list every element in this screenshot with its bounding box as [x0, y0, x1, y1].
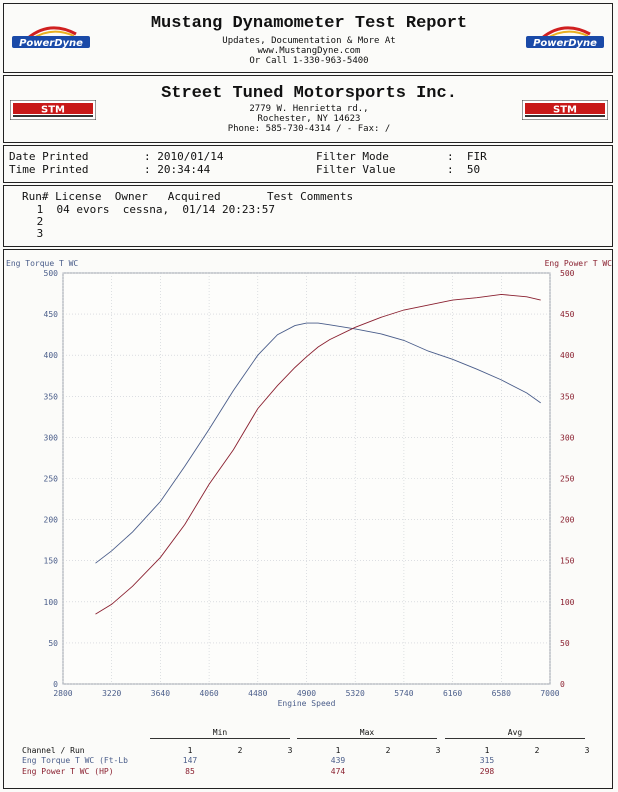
stats-run-number: 2	[237, 746, 243, 755]
report-sheet: PowerDyne PowerDyne Mustang Dynamometer …	[3, 3, 613, 789]
stats-run-number: 1	[187, 746, 193, 755]
filter-value-label: Filter Value	[316, 163, 396, 176]
y-right-tick-label: 100	[560, 598, 575, 607]
stats-value-min: 85	[185, 767, 195, 776]
y-right-tick-label: 0	[560, 680, 565, 689]
stats-run-number: 2	[385, 746, 391, 755]
stats-value-avg: 315	[479, 756, 495, 765]
run-row: 2	[30, 215, 44, 228]
stats-group-header: Min	[212, 728, 228, 737]
stats-run-number: 1	[335, 746, 341, 755]
stats-group-rule	[150, 738, 290, 739]
x-tick-label: 7000	[540, 689, 559, 698]
x-tick-label: 6160	[443, 689, 462, 698]
y-left-tick-label: 350	[44, 392, 59, 401]
y-right-tick-label: 150	[560, 557, 575, 566]
stats-run-number: 3	[435, 746, 441, 755]
stats-group-header: Avg	[507, 728, 523, 737]
runs-header: Run# License Owner Acquired Test Comment…	[22, 190, 354, 203]
filter-mode-value: : FIR	[447, 150, 487, 163]
y-left-tick-label: 200	[44, 516, 59, 525]
report-title: Mustang Dynamometer Test Report	[150, 14, 468, 33]
run-row: 1 04 evors cessna, 01/14 20:23:57	[30, 203, 276, 216]
shop-box: STM STM Street Tuned Motorsports Inc. 27…	[3, 75, 613, 143]
runs-box: Run# License Owner Acquired Test Comment…	[3, 185, 613, 247]
shop-contact: Phone: 585-730-4314 / - Fax: /	[227, 124, 391, 134]
header-line-1: Updates, Documentation & More At	[222, 36, 396, 46]
y-right-tick-label: 400	[560, 351, 575, 360]
x-tick-label: 4480	[248, 689, 267, 698]
stm-logo-left: STM	[10, 100, 96, 120]
stm-logo-right: STM	[522, 100, 608, 120]
powerdyne-logo-text: PowerDyne	[533, 38, 597, 49]
y-right-tick-label: 200	[560, 516, 575, 525]
header-line-2: www.MustangDyne.com	[257, 46, 361, 56]
x-tick-label: 6580	[492, 689, 511, 698]
y-left-axis-label: Eng Torque T WC	[6, 259, 78, 268]
run-row: 3	[30, 227, 44, 240]
chart-box	[3, 249, 613, 789]
x-tick-label: 4900	[297, 689, 316, 698]
filter-mode-label: Filter Mode	[316, 150, 389, 163]
stats-group-header: Max	[359, 728, 375, 737]
y-left-tick-label: 300	[44, 433, 59, 442]
y-right-tick-label: 500	[560, 269, 575, 278]
stats-group-rule	[297, 738, 437, 739]
y-right-tick-label: 250	[560, 475, 575, 484]
y-left-tick-label: 450	[44, 310, 59, 319]
y-right-tick-label: 350	[560, 392, 575, 401]
filter-value-value: : 50	[447, 163, 481, 176]
x-tick-label: 3640	[151, 689, 170, 698]
stats-channel-label: Eng Power T WC (HP)	[22, 767, 114, 776]
stats-group-rule	[445, 738, 585, 739]
header-line-3: Or Call 1-330-963-5400	[249, 56, 369, 66]
time-printed-value: : 20:34:44	[144, 163, 211, 176]
shop-name: Street Tuned Motorsports Inc.	[161, 84, 457, 103]
time-printed-label: Time Printed	[9, 163, 89, 176]
date-printed-label: Date Printed	[9, 150, 89, 163]
x-tick-label: 2800	[53, 689, 72, 698]
y-right-tick-label: 450	[560, 310, 575, 319]
stats-value-min: 147	[182, 756, 198, 765]
y-left-tick-label: 500	[44, 269, 59, 278]
y-left-tick-label: 0	[53, 680, 58, 689]
shop-address-1: 2779 W. Henrietta rd.,	[249, 104, 369, 114]
stats-run-number: 3	[584, 746, 590, 755]
series-line-power	[95, 293, 541, 615]
y-left-tick-label: 50	[48, 639, 58, 648]
x-tick-label: 4060	[199, 689, 218, 698]
x-tick-label: 5740	[394, 689, 413, 698]
y-left-tick-label: 150	[44, 557, 59, 566]
stats-value-avg: 298	[479, 767, 495, 776]
stm-logo-text: STM	[41, 105, 65, 116]
stats-channel-header: Channel / Run	[22, 746, 85, 755]
stats-run-number: 3	[287, 746, 293, 755]
date-printed-value: : 2010/01/14	[144, 150, 224, 163]
powerdyne-logo-left: PowerDyne	[12, 26, 90, 49]
stats-value-max: 474	[330, 767, 346, 776]
x-tick-label: 3220	[102, 689, 121, 698]
y-right-tick-label: 300	[560, 433, 575, 442]
x-axis-label: Engine Speed	[278, 699, 336, 708]
stm-logo-text: STM	[553, 105, 577, 116]
print-info-box: Date Printed : 2010/01/14 Time Printed :…	[3, 145, 613, 183]
y-left-tick-label: 250	[44, 475, 59, 484]
shop-address-2: Rochester, NY 14623	[257, 114, 361, 124]
stats-run-number: 2	[534, 746, 540, 755]
powerdyne-logo-right: PowerDyne	[526, 26, 604, 49]
stats-value-max: 439	[330, 756, 346, 765]
stats-run-number: 1	[484, 746, 490, 755]
y-right-tick-label: 50	[560, 639, 570, 648]
y-right-axis-label: Eng Power T WC	[545, 259, 613, 268]
report-header-box: PowerDyne PowerDyne Mustang Dynamometer …	[3, 3, 613, 73]
x-tick-label: 5320	[346, 689, 365, 698]
series-line-torque	[95, 322, 541, 564]
stats-channel-label: Eng Torque T WC (Ft-Lb	[22, 756, 128, 765]
y-left-tick-label: 400	[44, 351, 59, 360]
y-left-tick-label: 100	[44, 598, 59, 607]
powerdyne-logo-text: PowerDyne	[19, 38, 83, 49]
